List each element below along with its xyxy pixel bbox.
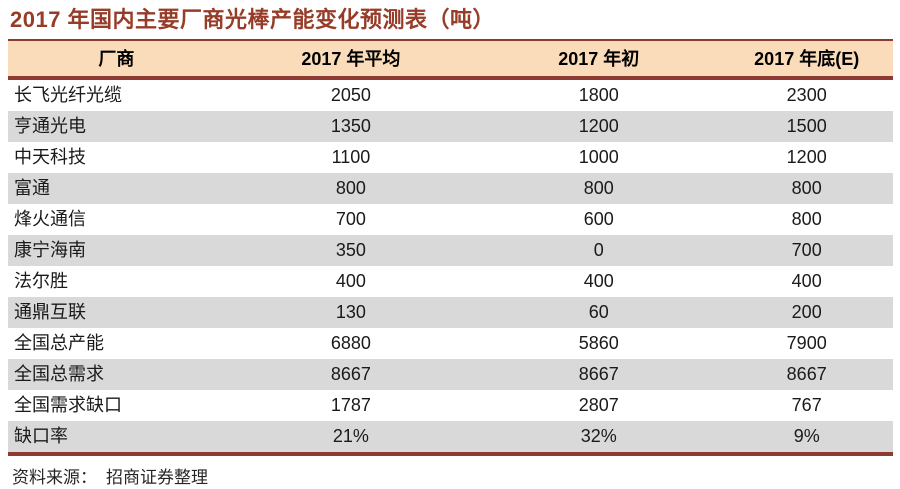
table-header: 厂商 2017 年平均 2017 年初 2017 年底(E) [8,40,893,80]
cell-value: 1100 [331,147,371,167]
cell-value: 1350 [330,116,371,136]
cell-value: 1500 [786,116,827,136]
table-row: 全国需求缺口 1787 2807 767 [8,390,893,421]
cell-manufacturer: 康宁海南 [14,240,86,260]
table-row: 全国总需求 8667 8667 8667 [8,359,893,390]
cell-value: 60 [588,302,609,322]
cell-value: 2050 [330,85,371,105]
cell-value: 5860 [578,333,619,353]
cell-value: 7900 [786,333,827,353]
cell-manufacturer: 全国总产能 [14,333,104,353]
cell-manufacturer: 中天科技 [14,147,86,167]
source-text: 招商证券整理 [106,468,208,487]
cell-value: 800 [335,178,366,198]
cell-value: 350 [335,240,366,260]
figure-title: 2017 年国内主要厂商光棒产能变化预测表（吨） [10,7,496,32]
cell-value: 1200 [786,147,827,167]
cell-value: 9% [793,426,820,446]
cell-value: 8667 [330,364,371,384]
cell-value: 767 [791,395,822,415]
col-header-manufacturer: 厂商 [8,40,225,80]
cell-value: 8667 [786,364,827,384]
cell-value: 32% [580,426,617,446]
cell-value: 800 [791,178,822,198]
cell-value: 700 [791,240,822,260]
cell-value: 800 [583,178,614,198]
table-row: 缺口率 21% 32% 9% [8,421,893,454]
capacity-table: 厂商 2017 年平均 2017 年初 2017 年底(E) 长飞光纤光缆 205… [8,39,893,456]
header-row: 厂商 2017 年平均 2017 年初 2017 年底(E) [8,40,893,80]
table-row: 烽火通信 700 600 800 [8,204,893,235]
cell-value: 2807 [578,395,619,415]
table-row: 法尔胜 400 400 400 [8,266,893,297]
cell-manufacturer: 法尔胜 [14,271,68,291]
table-body: 长飞光纤光缆 2050 1800 2300 亨通光电 1350 1200 1500 中天科技 11… [8,78,893,454]
cell-value: 8667 [578,364,619,384]
cell-value: 600 [583,209,614,229]
cell-value: 400 [583,271,614,291]
cell-value: 1787 [330,395,371,415]
cell-value: 0 [593,240,604,260]
col-header-2017-start: 2017 年初 [477,40,721,80]
table-row: 通鼎互联 130 60 200 [8,297,893,328]
table-row: 亨通光电 1350 1200 1500 [8,111,893,142]
cell-value: 21% [332,426,369,446]
cell-value: 200 [791,302,822,322]
col-header-2017-end: 2017 年底(E) [720,40,893,80]
table-row: 中天科技 1100 1000 1200 [8,142,893,173]
table-row: 康宁海南 350 0 700 [8,235,893,266]
cell-value: 400 [335,271,366,291]
source-note: 资料来源： 招商证券整理 [8,463,893,488]
cell-value: 400 [791,271,822,291]
cell-value: 130 [335,302,366,322]
cell-manufacturer: 缺口率 [14,426,68,446]
cell-manufacturer: 富通 [14,178,50,198]
cell-value: 1200 [578,116,619,136]
cell-value: 1000 [578,147,619,167]
cell-manufacturer: 长飞光纤光缆 [14,85,122,105]
cell-manufacturer: 亨通光电 [14,116,86,136]
cell-value: 6880 [330,333,371,353]
cell-value: 2300 [786,85,827,105]
table-row: 长飞光纤光缆 2050 1800 2300 [8,78,893,111]
cell-value: 700 [335,209,366,229]
cell-manufacturer: 全国需求缺口 [14,395,122,415]
cell-value: 800 [791,209,822,229]
table-row: 全国总产能 6880 5860 7900 [8,328,893,359]
col-header-2017-average: 2017 年平均 [224,40,478,80]
cell-manufacturer: 全国总需求 [14,364,104,384]
source-label: 资料来源： [12,468,97,487]
cell-manufacturer: 烽火通信 [14,209,86,229]
cell-value: 1800 [578,85,619,105]
table-row: 富通 800 800 800 [8,173,893,204]
cell-manufacturer: 通鼎互联 [14,302,86,322]
